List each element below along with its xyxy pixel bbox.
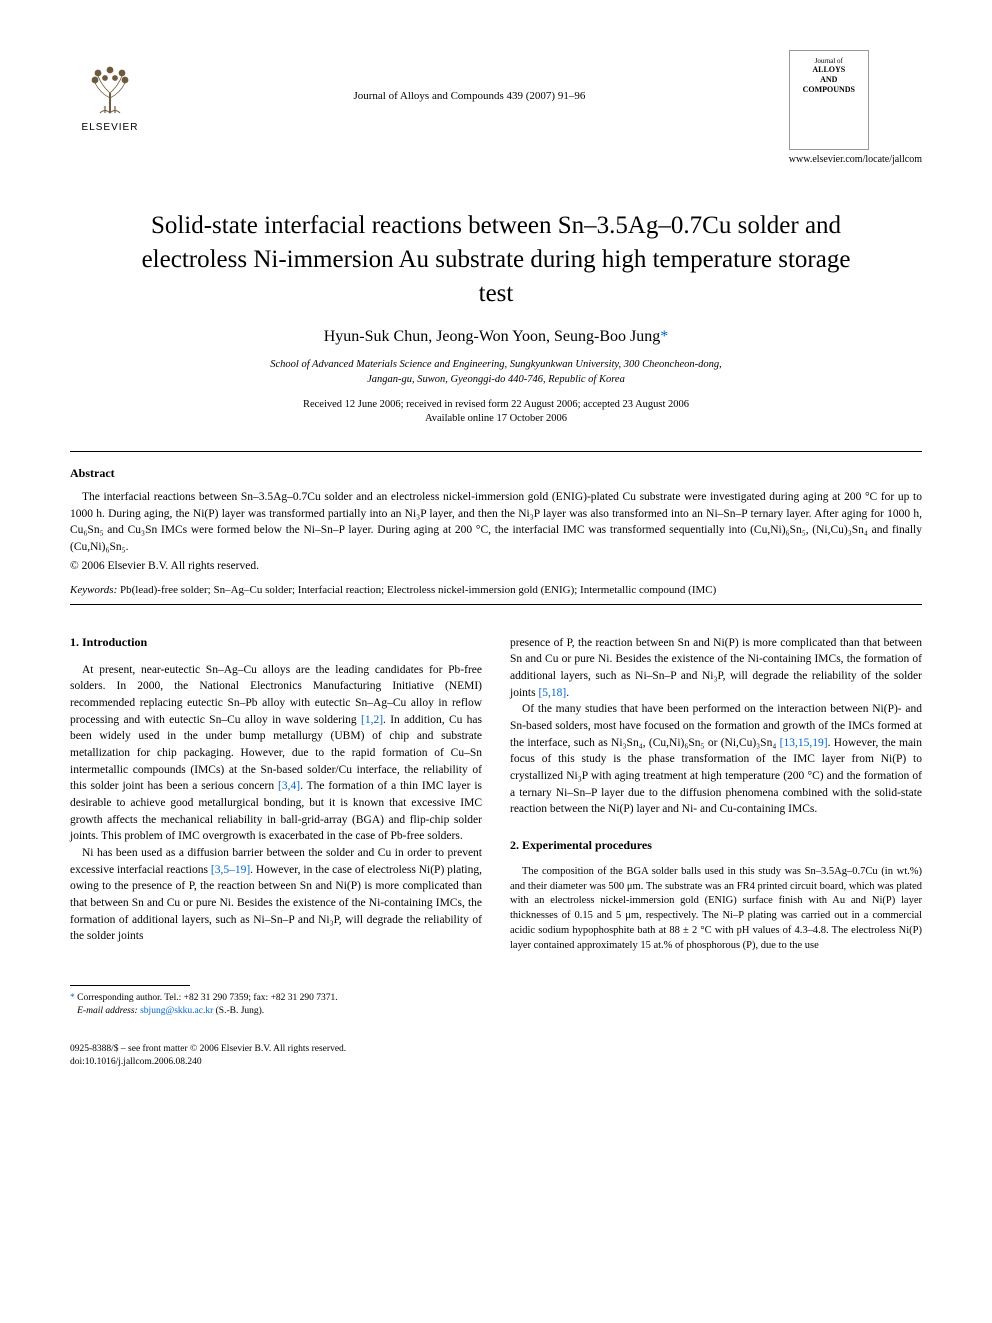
- affiliation: School of Advanced Materials Science and…: [70, 358, 922, 387]
- citation-link[interactable]: [3,5–19]: [211, 864, 250, 876]
- publisher-label: ELSEVIER: [82, 122, 139, 133]
- dates-received: Received 12 June 2006; received in revis…: [70, 398, 922, 413]
- journal-cover-pretitle: Journal of: [815, 57, 843, 65]
- rule-top: [70, 451, 922, 452]
- footnote-email-who: (S.-B. Jung).: [216, 1006, 265, 1016]
- journal-cover-title: ALLOYS AND COMPOUNDS: [794, 65, 864, 94]
- journal-cover-icon: Journal of ALLOYS AND COMPOUNDS: [789, 50, 869, 150]
- journal-citation: Journal of Alloys and Compounds 439 (200…: [150, 50, 789, 102]
- journal-cover-block: Journal of ALLOYS AND COMPOUNDS www.else…: [789, 50, 922, 189]
- intro-paragraph-2-right: presence of P, the reaction between Sn a…: [510, 635, 922, 702]
- author-names: Hyun-Suk Chun, Jeong-Won Yoon, Seung-Boo…: [324, 328, 661, 345]
- footnote-rule: [70, 985, 190, 986]
- abstract-heading: Abstract: [70, 466, 922, 481]
- elsevier-tree-icon: [80, 58, 140, 118]
- citation-link[interactable]: [5,18]: [538, 687, 566, 699]
- authors: Hyun-Suk Chun, Jeong-Won Yoon, Seung-Boo…: [70, 328, 922, 346]
- footnote-corr: Corresponding author. Tel.: +82 31 290 7…: [77, 993, 338, 1003]
- journal-url[interactable]: www.elsevier.com/locate/jallcom: [789, 154, 922, 165]
- footnote-star-icon: *: [70, 993, 75, 1003]
- header-row: ELSEVIER Journal of Alloys and Compounds…: [70, 50, 922, 189]
- footnote-email[interactable]: sbjung@skku.ac.kr: [140, 1006, 213, 1016]
- abstract-text: The interfacial reactions between Sn–3.5…: [70, 489, 922, 556]
- intro-paragraph-3: Of the many studies that have been perfo…: [510, 701, 922, 818]
- intro-heading: 1. Introduction: [70, 635, 482, 650]
- corresponding-footnote: * Corresponding author. Tel.: +82 31 290…: [70, 992, 482, 1019]
- publisher-logo: ELSEVIER: [70, 50, 150, 140]
- intro-paragraph-2: Ni has been used as a diffusion barrier …: [70, 845, 482, 945]
- citation-link[interactable]: [13,15,19]: [780, 737, 828, 749]
- footnote-email-label: E-mail address:: [77, 1006, 138, 1016]
- page-footer: 0925-8388/$ – see front matter © 2006 El…: [70, 1043, 922, 1070]
- experimental-paragraph-1: The composition of the BGA solder balls …: [510, 865, 922, 953]
- footer-front-matter: 0925-8388/$ – see front matter © 2006 El…: [70, 1043, 922, 1056]
- rule-bottom: [70, 604, 922, 605]
- keywords-text: Pb(lead)-free solder; Sn–Ag–Cu solder; I…: [120, 584, 716, 596]
- corresponding-mark: *: [660, 328, 668, 345]
- citation-link[interactable]: [1,2]: [361, 714, 383, 726]
- article-dates: Received 12 June 2006; received in revis…: [70, 398, 922, 427]
- abstract-copyright: © 2006 Elsevier B.V. All rights reserved…: [70, 560, 922, 572]
- body-columns: 1. Introduction At present, near-eutecti…: [70, 635, 922, 1019]
- article-title: Solid-state interfacial reactions betwee…: [130, 209, 862, 310]
- footer-doi: doi:10.1016/j.jallcom.2006.08.240: [70, 1056, 922, 1069]
- intro-paragraph-1: At present, near-eutectic Sn–Ag–Cu alloy…: [70, 662, 482, 845]
- experimental-heading: 2. Experimental procedures: [510, 838, 922, 853]
- keywords: Keywords: Pb(lead)-free solder; Sn–Ag–Cu…: [70, 584, 922, 596]
- column-left: 1. Introduction At present, near-eutecti…: [70, 635, 482, 1019]
- keywords-label: Keywords:: [70, 584, 117, 596]
- dates-online: Available online 17 October 2006: [70, 412, 922, 427]
- column-right: . However, in the case of electroless Ni…: [510, 635, 922, 1019]
- citation-link[interactable]: [3,4]: [278, 780, 300, 792]
